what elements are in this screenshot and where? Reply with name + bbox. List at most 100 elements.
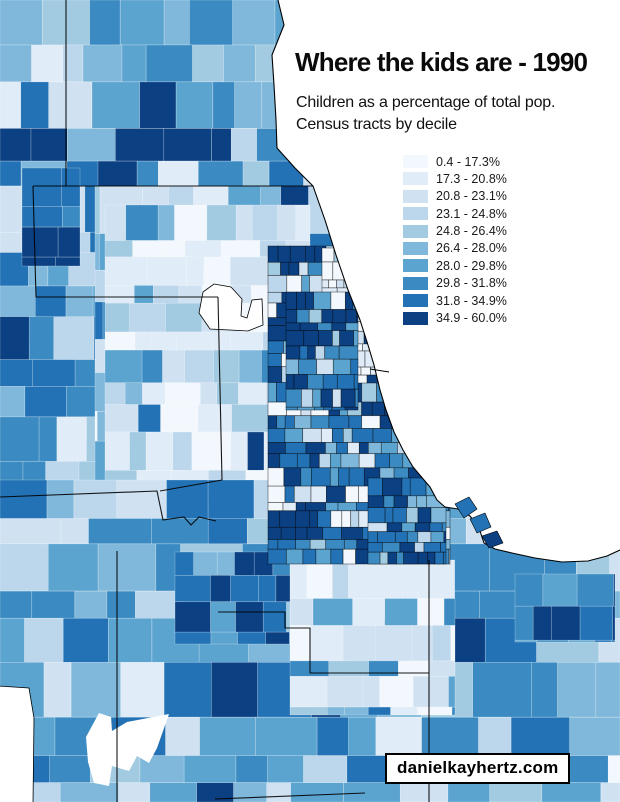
census-tract bbox=[0, 128, 32, 162]
census-tract bbox=[367, 477, 383, 497]
census-tract bbox=[399, 782, 449, 802]
census-tract bbox=[417, 551, 428, 565]
census-tract bbox=[234, 81, 262, 129]
census-tract bbox=[310, 415, 330, 429]
zone-city-south-dark bbox=[367, 477, 447, 565]
legend-label: 23.1 - 24.8% bbox=[436, 206, 507, 221]
census-tract bbox=[235, 204, 253, 241]
census-tract bbox=[345, 309, 358, 324]
census-tract bbox=[289, 598, 314, 626]
zone-dark-northwest bbox=[21, 167, 81, 267]
zone-dark-southeast bbox=[514, 573, 616, 643]
census-tract bbox=[414, 522, 431, 533]
census-tract bbox=[289, 676, 328, 708]
legend-swatch bbox=[403, 276, 428, 290]
census-tract bbox=[288, 261, 300, 276]
census-tract bbox=[315, 548, 332, 565]
census-tract bbox=[21, 167, 62, 207]
census-tract bbox=[358, 453, 376, 469]
census-tract bbox=[393, 495, 408, 508]
census-tract bbox=[31, 44, 64, 83]
census-tract bbox=[97, 160, 138, 191]
census-tract bbox=[237, 631, 266, 645]
census-tract bbox=[430, 507, 447, 524]
census-tract bbox=[238, 382, 267, 405]
census-tract bbox=[213, 349, 240, 384]
census-tract bbox=[0, 479, 48, 519]
census-tract bbox=[417, 531, 432, 543]
census-tract bbox=[383, 495, 395, 508]
census-tract bbox=[318, 453, 331, 469]
census-tract bbox=[399, 542, 416, 553]
census-tract bbox=[328, 279, 337, 289]
census-tract bbox=[232, 0, 276, 46]
census-tract bbox=[279, 453, 298, 469]
census-tract bbox=[282, 502, 297, 512]
census-tract bbox=[325, 539, 345, 550]
census-tract bbox=[212, 331, 231, 351]
legend-row-9: 34.9 - 60.0% bbox=[403, 311, 507, 325]
census-tract bbox=[165, 302, 203, 333]
census-tract bbox=[0, 543, 49, 592]
census-tract bbox=[104, 331, 136, 351]
legend-row-8: 31.8 - 34.9% bbox=[403, 293, 507, 308]
census-tract bbox=[258, 575, 277, 602]
census-tract bbox=[267, 261, 281, 276]
census-tract bbox=[267, 453, 281, 469]
census-tract bbox=[277, 539, 296, 550]
census-tract bbox=[305, 442, 326, 455]
census-tract bbox=[386, 522, 403, 533]
census-tract bbox=[327, 676, 364, 708]
legend-swatch bbox=[403, 259, 428, 273]
census-tract bbox=[579, 605, 613, 641]
census-tract bbox=[104, 431, 130, 471]
legend-label: 0.4 - 17.3% bbox=[436, 154, 500, 169]
census-tract bbox=[409, 477, 427, 497]
census-tract bbox=[330, 548, 344, 565]
census-tract bbox=[441, 522, 447, 533]
census-tract bbox=[430, 531, 445, 543]
census-tract bbox=[47, 543, 99, 592]
census-tract bbox=[267, 302, 278, 318]
census-tract bbox=[57, 226, 81, 258]
census-tract bbox=[368, 660, 399, 677]
census-tract bbox=[129, 431, 147, 471]
census-tract bbox=[305, 291, 314, 310]
census-tract bbox=[290, 782, 344, 802]
census-tract bbox=[337, 502, 357, 512]
census-tract bbox=[251, 204, 278, 241]
census-tract bbox=[396, 551, 405, 565]
census-tract bbox=[266, 782, 291, 802]
census-tract bbox=[285, 309, 298, 324]
census-tract bbox=[348, 716, 377, 756]
census-tract bbox=[116, 479, 167, 519]
shoreline bbox=[271, 0, 620, 563]
census-tract bbox=[285, 345, 301, 360]
subtitle-line-2: Census tracts by decile bbox=[296, 116, 457, 133]
census-tract bbox=[351, 428, 374, 443]
census-tract bbox=[423, 542, 441, 553]
census-tract bbox=[163, 662, 212, 718]
census-tract bbox=[380, 442, 398, 455]
census-tract bbox=[267, 755, 304, 783]
census-tract bbox=[158, 160, 199, 191]
census-tract bbox=[174, 601, 211, 633]
census-tract bbox=[332, 388, 342, 408]
census-tract bbox=[142, 382, 166, 405]
census-tract bbox=[84, 185, 96, 233]
legend-label: 31.8 - 34.9% bbox=[436, 293, 507, 308]
legend-row-6: 28.0 - 29.8% bbox=[403, 259, 507, 273]
census-tract bbox=[531, 662, 558, 718]
census-tract bbox=[600, 782, 620, 802]
census-tract bbox=[310, 485, 327, 503]
census-tract bbox=[31, 590, 76, 619]
census-tract bbox=[280, 261, 290, 276]
census-tract bbox=[306, 559, 333, 599]
census-tract bbox=[401, 522, 416, 533]
census-tract bbox=[124, 382, 143, 405]
census-tract bbox=[106, 590, 136, 619]
census-tract bbox=[104, 302, 130, 333]
census-tract bbox=[92, 285, 96, 317]
census-tract bbox=[514, 639, 538, 643]
census-tract bbox=[267, 467, 285, 487]
